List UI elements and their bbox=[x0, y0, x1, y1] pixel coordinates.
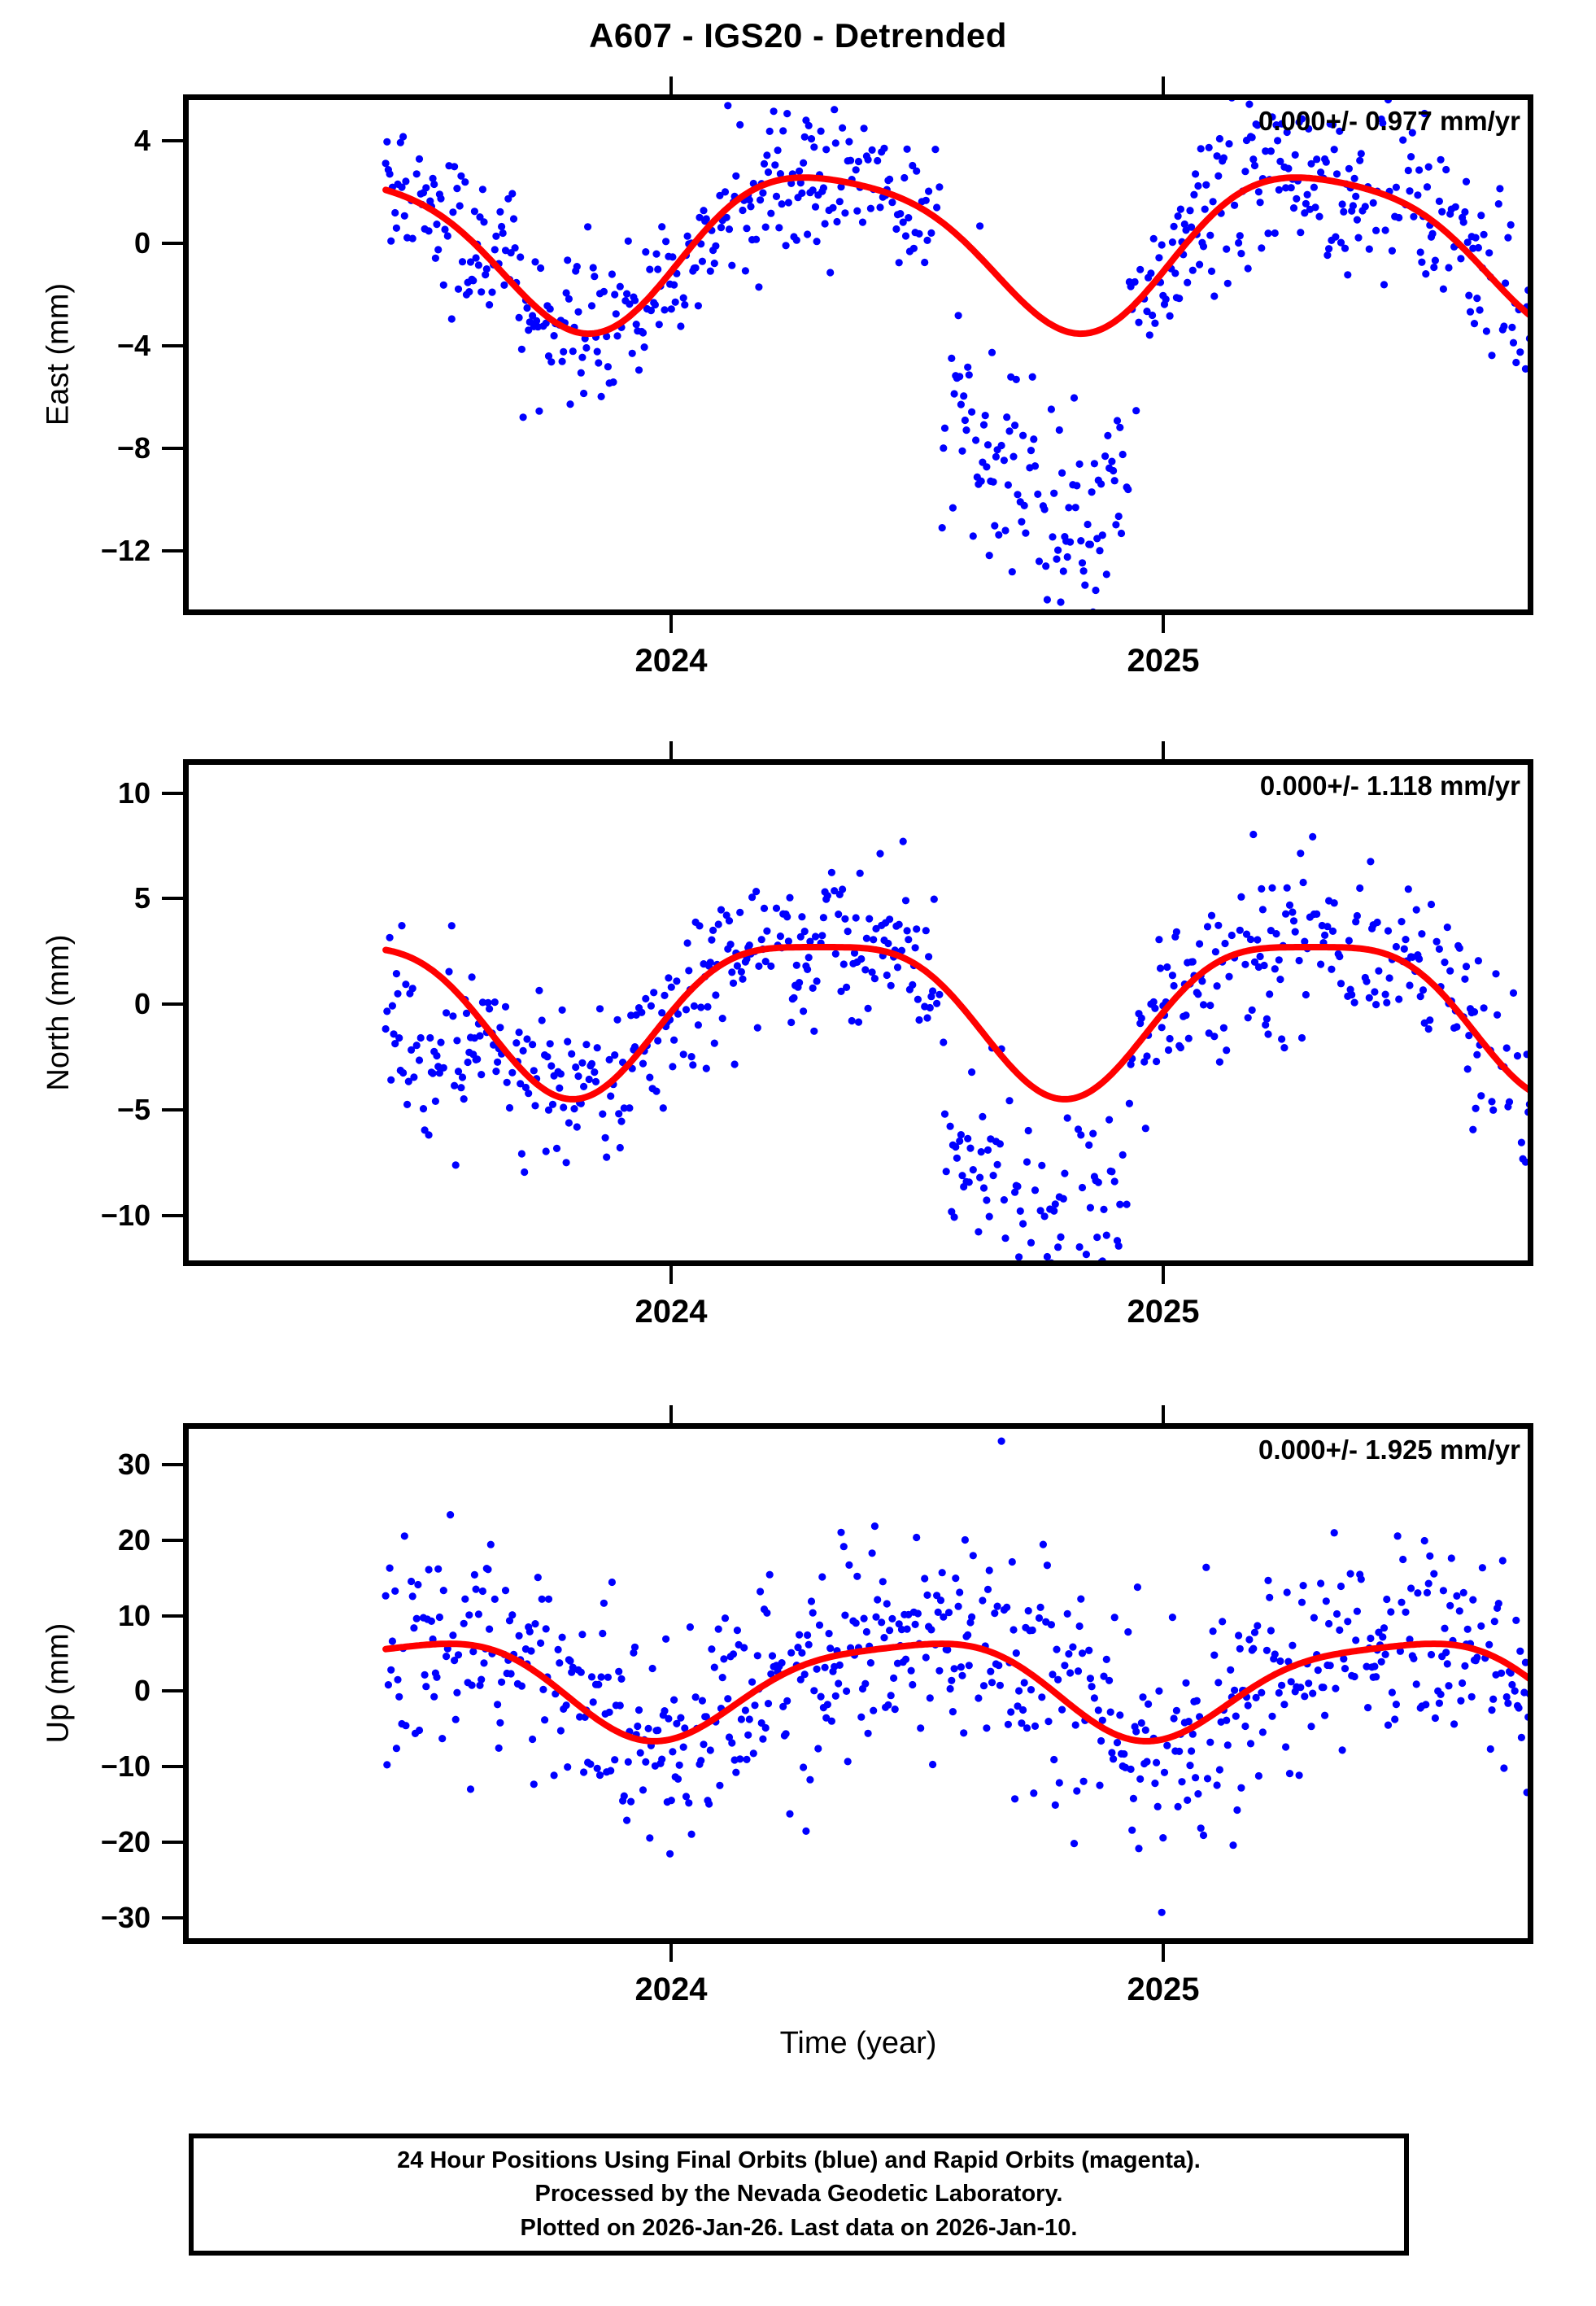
up-ytick-label: −30 bbox=[100, 1900, 150, 1934]
up-ytick-mark bbox=[162, 1689, 183, 1693]
east-ytick-mark bbox=[162, 343, 183, 347]
up-xtick-mark bbox=[669, 1944, 673, 1962]
up-ytick-label: 10 bbox=[117, 1598, 150, 1632]
up-ytick-mark bbox=[162, 1614, 183, 1618]
north-ytick-label: −10 bbox=[100, 1198, 150, 1232]
east-xtick-mark bbox=[1162, 615, 1165, 633]
north-ytick-label: 5 bbox=[133, 881, 150, 915]
north-xtick-mark bbox=[1162, 1266, 1165, 1284]
up-ytick-mark bbox=[162, 1765, 183, 1769]
north-ytick-mark bbox=[162, 791, 183, 795]
north-ytick-label: −5 bbox=[116, 1092, 150, 1126]
up-xtick-label: 2024 bbox=[634, 1972, 708, 2007]
up-ytick-mark bbox=[162, 1463, 183, 1466]
up-xtick-mark-top bbox=[669, 1405, 673, 1423]
east-rate-annotation: 0.000+/- 0.977 mm/yr bbox=[1258, 106, 1520, 136]
east-xtick-label: 2024 bbox=[634, 643, 708, 679]
north-xtick-mark bbox=[669, 1266, 673, 1284]
east-xtick-label: 2025 bbox=[1127, 643, 1200, 679]
up-ytick-mark bbox=[162, 1915, 183, 1919]
east-ytick-label: 4 bbox=[133, 123, 150, 157]
panel-up bbox=[183, 1423, 1533, 1944]
east-ytick-label: 0 bbox=[133, 225, 150, 260]
east-ytick-mark bbox=[162, 549, 183, 553]
north-ytick-label: 10 bbox=[117, 775, 150, 810]
x-axis-label: Time (year) bbox=[779, 2026, 937, 2060]
east-fit-line bbox=[382, 174, 1533, 338]
north-ytick-mark bbox=[162, 1213, 183, 1217]
up-ytick-label: −10 bbox=[100, 1749, 150, 1784]
north-rate-annotation: 0.000+/- 1.118 mm/yr bbox=[1259, 771, 1520, 801]
up-ytick-mark bbox=[162, 1840, 183, 1844]
caption-line-1: 24 Hour Positions Using Final Orbits (bl… bbox=[397, 2147, 1201, 2174]
east-ytick-label: −4 bbox=[116, 328, 150, 362]
up-ytick-label: 0 bbox=[133, 1674, 150, 1708]
east-ytick-label: −8 bbox=[116, 431, 150, 465]
north-xtick-label: 2024 bbox=[634, 1294, 708, 1330]
up-ytick-label: 30 bbox=[117, 1448, 150, 1481]
east-xtick-mark bbox=[669, 615, 673, 633]
up-ytick-mark bbox=[162, 1538, 183, 1542]
east-ytick-label: −12 bbox=[100, 534, 150, 568]
east-xtick-mark-top bbox=[1162, 76, 1165, 94]
east-plot-area bbox=[382, 94, 1533, 615]
north-y-axis-label: North (mm) bbox=[41, 933, 76, 1091]
east-ytick-mark bbox=[162, 241, 183, 245]
up-ytick-label: −20 bbox=[100, 1824, 150, 1858]
north-fit-line bbox=[382, 944, 1533, 1103]
up-xtick-mark-top bbox=[1162, 1405, 1165, 1423]
panel-east bbox=[183, 94, 1533, 615]
north-axes-frame bbox=[183, 759, 1533, 1266]
north-xtick-mark-top bbox=[669, 741, 673, 759]
north-ytick-mark bbox=[162, 897, 183, 901]
up-xtick-mark bbox=[1162, 1944, 1165, 1962]
north-xtick-mark-top bbox=[1162, 741, 1165, 759]
up-plot-area bbox=[382, 1437, 1533, 1916]
up-axes-frame bbox=[183, 1423, 1533, 1944]
east-ytick-mark bbox=[162, 447, 183, 451]
north-ytick-label: 0 bbox=[133, 987, 150, 1021]
page-title: A607 - IGS20 - Detrended bbox=[589, 16, 1007, 55]
north-ytick-mark bbox=[162, 1002, 183, 1007]
caption-line-3: Plotted on 2026-Jan-26. Last data on 202… bbox=[520, 2214, 1078, 2241]
up-y-axis-label: Up (mm) bbox=[41, 1622, 76, 1744]
up-fit-line bbox=[382, 1640, 1533, 1745]
caption-line-2: Processed by the Nevada Geodetic Laborat… bbox=[534, 2181, 1063, 2208]
east-y-axis-label: East (mm) bbox=[41, 282, 76, 426]
up-ytick-label: 20 bbox=[117, 1522, 150, 1557]
north-ytick-mark bbox=[162, 1107, 183, 1112]
east-axes-frame bbox=[183, 94, 1533, 615]
north-plot-area bbox=[382, 830, 1533, 1266]
east-xtick-mark-top bbox=[669, 76, 673, 94]
up-xtick-label: 2025 bbox=[1127, 1972, 1200, 2007]
caption-box: 24 Hour Positions Using Final Orbits (bl… bbox=[189, 2133, 1409, 2256]
panel-north bbox=[183, 759, 1533, 1266]
north-xtick-label: 2025 bbox=[1127, 1294, 1200, 1330]
up-rate-annotation: 0.000+/- 1.925 mm/yr bbox=[1258, 1435, 1520, 1465]
east-ytick-mark bbox=[162, 138, 183, 142]
